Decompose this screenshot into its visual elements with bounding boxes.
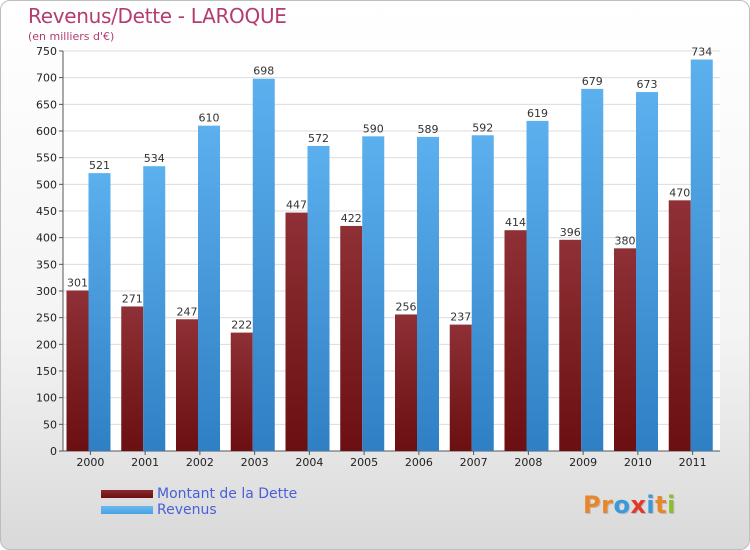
chart-title: Revenus/Dette - LAROQUE	[28, 4, 287, 28]
bar-revenus	[636, 92, 658, 452]
value-label-revenus: 534	[144, 152, 165, 165]
y-tick-label: 400	[36, 232, 57, 245]
value-label-dette: 237	[450, 311, 471, 324]
value-label-dette: 256	[396, 300, 417, 313]
legend-label-revenus: Revenus	[157, 502, 217, 518]
x-tick-label: 2002	[186, 456, 214, 469]
x-tick-label: 2005	[350, 456, 378, 469]
value-label-dette: 447	[286, 199, 307, 212]
value-label-revenus: 673	[637, 78, 658, 91]
bar-revenus	[252, 78, 275, 451]
legend-swatch-revenus	[101, 506, 153, 514]
bar-dette	[121, 306, 144, 451]
value-label-revenus: 592	[472, 121, 493, 134]
y-tick-label: 550	[36, 152, 57, 165]
y-tick-label: 50	[43, 418, 57, 431]
y-tick-label: 650	[36, 98, 57, 111]
value-label-dette: 414	[505, 216, 526, 229]
logo-letter: i	[667, 491, 676, 519]
bar-dette	[66, 290, 89, 451]
chart-subtitle: (en milliers d'€)	[28, 30, 115, 43]
y-tick-label: 150	[36, 365, 57, 378]
x-tick-label: 2003	[241, 456, 269, 469]
value-label-revenus: 572	[308, 132, 329, 145]
bar-revenus	[471, 135, 494, 451]
y-tick-label: 450	[36, 205, 57, 218]
x-tick-label: 2007	[460, 456, 488, 469]
logo-letter: x	[630, 491, 647, 519]
value-label-dette: 422	[341, 212, 362, 225]
value-label-revenus: 734	[691, 46, 712, 59]
value-label-dette: 271	[122, 292, 143, 305]
y-tick-label: 700	[36, 72, 57, 85]
plot-area	[63, 51, 720, 451]
x-tick-label: 2006	[405, 456, 433, 469]
logo-letter: t	[655, 491, 668, 519]
x-tick-label: 2001	[131, 456, 159, 469]
logo-letter: i	[646, 491, 656, 519]
bar-dette	[449, 324, 472, 451]
x-tick-label: 2004	[295, 456, 323, 469]
x-tick-label: 2010	[624, 456, 652, 469]
bar-revenus	[307, 145, 330, 451]
value-label-dette: 380	[615, 234, 636, 247]
bar-dette	[176, 319, 198, 451]
bar-revenus	[362, 136, 385, 452]
value-label-revenus: 589	[418, 123, 439, 136]
logo-letter: r	[601, 491, 614, 519]
bar-dette	[559, 239, 582, 451]
x-tick-label: 2009	[569, 456, 597, 469]
y-tick-label: 0	[50, 445, 57, 458]
x-tick-label: 2000	[76, 456, 104, 469]
bar-revenus	[198, 125, 220, 452]
bar-dette	[504, 230, 527, 451]
value-label-dette: 301	[67, 276, 88, 289]
bar-revenus	[88, 173, 111, 451]
legend-label-dette: Montant de la Dette	[157, 486, 298, 502]
bar-dette	[340, 225, 363, 451]
value-label-dette: 247	[177, 305, 198, 318]
value-label-revenus: 619	[527, 107, 548, 120]
y-tick-label: 200	[36, 338, 57, 351]
y-tick-label: 100	[36, 392, 57, 405]
bar-revenus	[581, 88, 604, 451]
bar-dette	[230, 332, 253, 451]
logo-letter: o	[613, 491, 631, 519]
bar-dette	[395, 314, 417, 451]
legend-swatch-dette	[101, 490, 153, 498]
y-tick-label: 300	[36, 285, 57, 298]
bar-dette	[668, 200, 691, 451]
value-label-revenus: 610	[199, 112, 220, 125]
bar-revenus	[690, 59, 713, 452]
bar-dette	[285, 212, 308, 451]
value-label-revenus: 521	[89, 159, 110, 172]
value-label-revenus: 698	[253, 65, 274, 78]
y-tick-label: 350	[36, 258, 57, 271]
value-label-dette: 222	[231, 319, 252, 332]
value-label-revenus: 679	[582, 75, 603, 88]
x-tick-label: 2011	[679, 456, 707, 469]
proxiti-logo: Proxiti	[583, 491, 676, 519]
logo-letter: P	[583, 491, 602, 519]
value-label-revenus: 590	[363, 122, 384, 135]
x-tick-label: 2008	[514, 456, 542, 469]
y-tick-label: 500	[36, 178, 57, 191]
bar-revenus	[143, 166, 166, 451]
value-label-dette: 396	[560, 226, 581, 239]
y-tick-label: 600	[36, 125, 57, 138]
bar-revenus	[417, 136, 439, 451]
y-tick-label: 250	[36, 312, 57, 325]
y-tick-label: 750	[36, 45, 57, 58]
bar-dette	[614, 248, 636, 451]
bar-revenus	[526, 120, 549, 451]
value-label-dette: 470	[669, 186, 690, 199]
